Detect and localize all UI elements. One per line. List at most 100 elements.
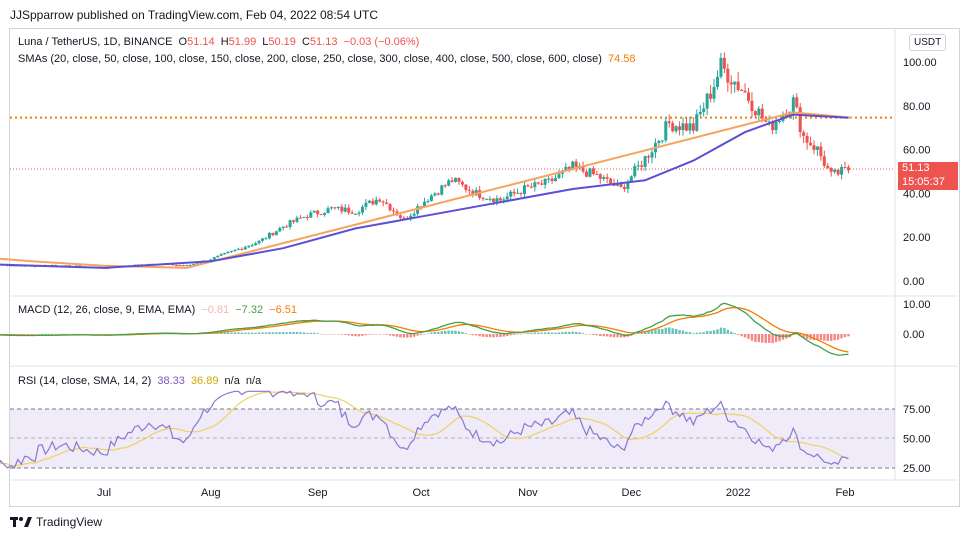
macd-hist-bar [364,334,368,336]
candle-down [285,226,289,228]
macd-hist-bar [647,330,650,334]
macd-hist-bar [75,333,78,335]
candle-down [478,190,482,198]
macd-hist-bar [330,333,333,335]
macd-hist-bar [588,334,592,335]
candle-up [261,238,265,241]
candle-down [829,167,833,172]
macd-hist-bar [395,334,399,337]
macd-hist-bar [388,334,392,336]
candle-up [633,166,637,177]
candle-down [174,265,178,267]
footer[interactable]: TradingView [10,515,102,529]
candle-up [216,255,220,258]
macd-hist-bar [612,334,616,338]
tradingview-logo-icon [10,517,32,527]
candle-up [236,248,240,250]
candle-up [715,76,719,87]
candle-down [457,177,461,182]
candle-up [281,226,285,228]
candle-down [316,210,320,215]
macd-hist-bar [674,328,678,334]
macd-hist-bar [16,334,20,335]
macd-hist-bar [695,332,698,334]
candle-down [398,215,402,218]
low-value: 50.19 [268,36,296,48]
macd-hist-bar [357,334,361,337]
macd-hist-bar [743,334,747,338]
macd-hist-bar [530,333,533,334]
macd-hist-bar [605,334,609,337]
open-label: O [178,36,188,48]
candle-down [519,192,523,195]
macd-hist-bar [506,334,509,337]
candle-up [788,111,792,117]
macd-hist-bar [471,334,474,336]
candle-up [257,240,261,244]
rsi-axis-tick: 25.00 [903,463,931,475]
sma-label: SMAs (20, close, 50, close, 100, close, … [18,53,602,65]
candle-down [746,92,750,101]
macd-hist-bar [23,334,26,335]
candle-up [564,166,568,171]
macd-hist-bar [178,334,182,335]
candle-up [295,217,299,222]
candle-up [412,213,416,216]
macd-hist-bar [378,334,381,335]
close-label: C [301,36,310,48]
candle-up [416,206,420,214]
macd-hist-bar [323,334,326,335]
candle-up [360,206,364,213]
price-axis-tick: 80.00 [903,101,931,113]
macd-hist-bar [402,334,406,338]
price-axis-tick: 20.00 [903,232,931,244]
candle-down [640,165,644,167]
macd-hist-bar [847,334,850,337]
rsi-na-1: n/a [224,375,240,387]
macd-hist-bar [406,334,409,338]
sma-value: 74.58 [608,53,636,65]
macd-hist-value: −0.81 [201,304,230,316]
macd-hist-bar [602,334,605,337]
candle-down [740,90,744,92]
candle-down [319,214,323,216]
candle-up [522,185,526,195]
macd-hist-bar [736,334,740,335]
macd-hist-bar [499,334,502,337]
candle-up [488,198,492,200]
candle-down [378,199,382,202]
time-axis-tick: Oct [413,487,430,499]
candle-down [526,185,530,187]
macd-hist-bar [106,334,109,335]
candle-up [629,176,633,182]
candle-up [650,152,654,158]
candle-up [571,161,575,169]
macd-hist-bar [461,331,464,334]
macd-hist-bar [37,333,40,335]
macd-hist-bar [371,334,375,335]
macd-hist-bar [381,334,385,335]
macd-hist-bar [578,332,581,334]
candle-up [695,114,699,131]
macd-hist-bar [285,332,288,334]
macd-hist-bar [350,334,354,336]
candle-down [729,82,733,85]
macd-hist-bar [692,333,695,334]
currency-button[interactable]: USDT [909,34,947,51]
candle-up [329,207,333,209]
candle-down [795,97,799,108]
time-axis-tick: Nov [518,487,538,499]
candle-down [619,183,623,187]
sma-fast-line [0,113,849,269]
candle-up [516,192,520,194]
close-value: 51.13 [309,36,338,48]
macd-hist-bar [681,330,685,334]
macd-hist-bar [664,327,667,334]
macd-hist-bar [68,333,71,335]
macd-hist-bar [230,332,233,334]
macd-hist-bar [502,334,505,337]
macd-hist-bar [82,333,85,335]
candle-down [385,202,389,205]
macd-hist-bar [619,334,623,338]
